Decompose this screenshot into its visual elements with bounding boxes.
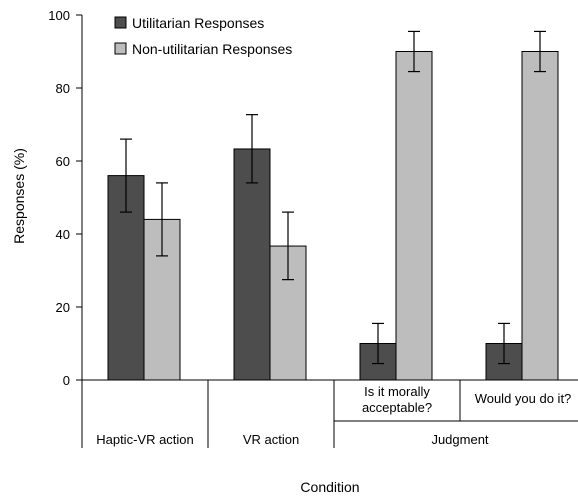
legend-label: Non-utilitarian Responses	[132, 41, 292, 57]
bar-non-utilitarian	[521, 51, 559, 381]
category-group-label: Haptic-VR action	[96, 432, 194, 447]
y-tick-label: 0	[63, 373, 70, 388]
x-axis-title: Condition	[300, 479, 359, 495]
y-tick-label: 60	[56, 154, 70, 169]
category-group-label: VR action	[243, 432, 299, 447]
y-tick-label: 20	[56, 300, 70, 315]
y-axis-title: Responses (%)	[11, 148, 27, 244]
y-tick-label: 40	[56, 227, 70, 242]
bar-utilitarian	[233, 148, 271, 381]
y-tick-label: 100	[48, 8, 70, 23]
bar-non-utilitarian	[395, 51, 433, 381]
legend-swatch	[114, 42, 127, 55]
category-sublabel: Is it morally	[364, 384, 430, 399]
bars	[107, 51, 559, 381]
y-tick-label: 80	[56, 81, 70, 96]
legend-label: Utilitarian Responses	[132, 15, 264, 31]
legend: Utilitarian Responses Non-utilitarian Res…	[114, 15, 292, 57]
category-sublabel: acceptable?	[362, 400, 432, 415]
category-sublabel: Would you do it?	[475, 391, 572, 406]
category-group-label: Judgment	[431, 432, 488, 447]
error-bars	[120, 30, 546, 365]
legend-swatch	[114, 16, 127, 29]
